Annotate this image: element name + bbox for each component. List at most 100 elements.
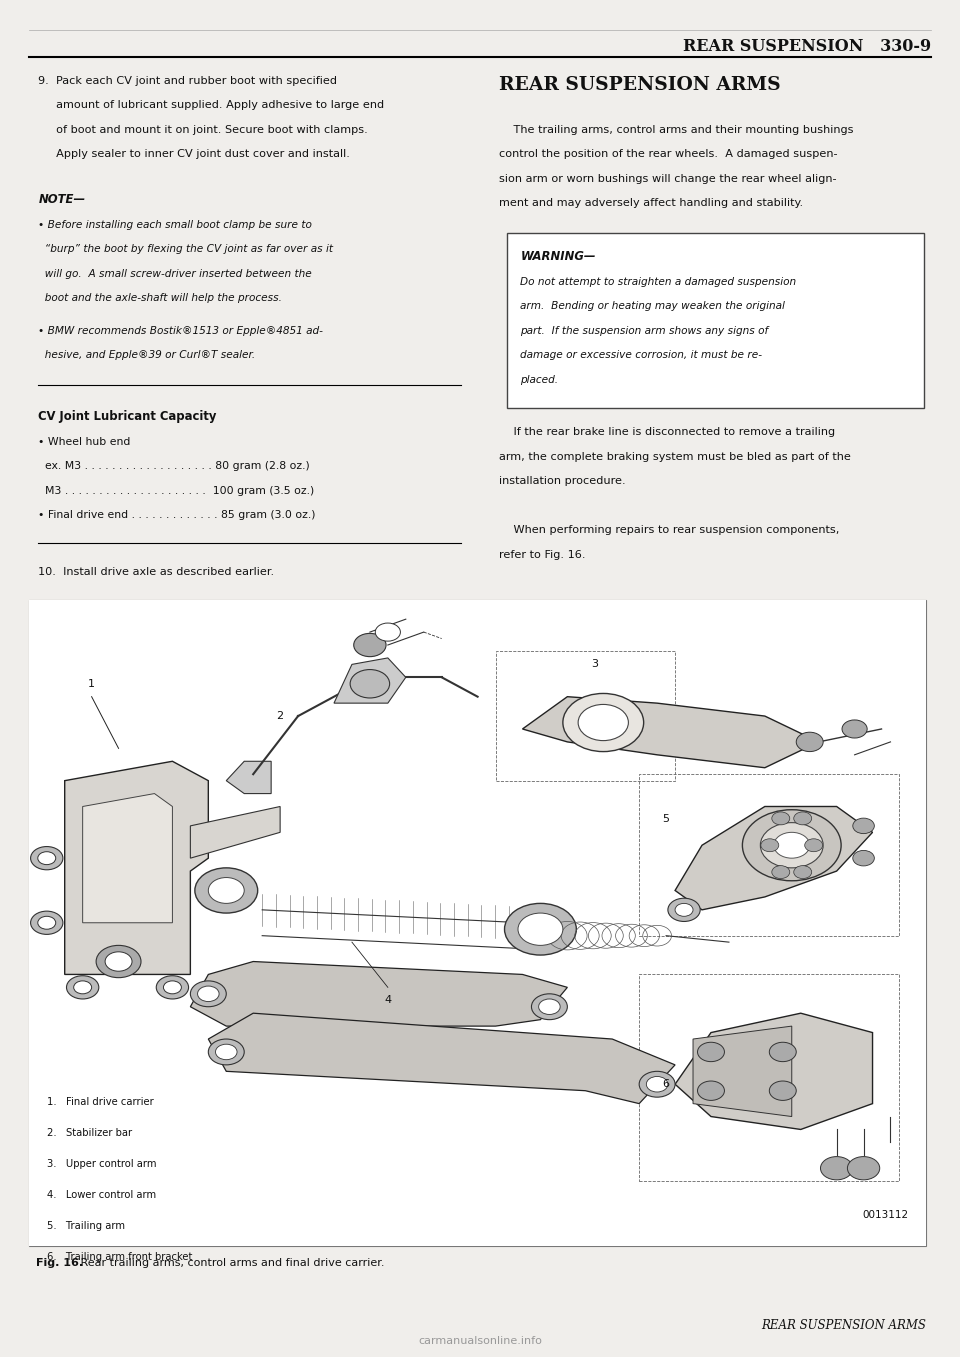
Ellipse shape (761, 839, 779, 852)
Text: 6.   Trailing arm front bracket: 6. Trailing arm front bracket (47, 1253, 192, 1262)
Polygon shape (693, 1026, 792, 1117)
Ellipse shape (646, 1076, 668, 1092)
Ellipse shape (375, 623, 400, 641)
Text: 1: 1 (88, 678, 95, 689)
Ellipse shape (74, 981, 91, 993)
Text: Do not attempt to straighten a damaged suspension: Do not attempt to straighten a damaged s… (520, 277, 797, 286)
Text: sion arm or worn bushings will change the rear wheel align-: sion arm or worn bushings will change th… (499, 174, 837, 183)
Ellipse shape (769, 1082, 796, 1101)
Text: 9.  Pack each CV joint and rubber boot with specified: 9. Pack each CV joint and rubber boot wi… (38, 76, 337, 85)
Ellipse shape (66, 976, 99, 999)
Ellipse shape (821, 1156, 852, 1179)
Ellipse shape (842, 721, 867, 738)
Text: boot and the axle-shaft will help the process.: boot and the axle-shaft will help the pr… (38, 293, 282, 303)
Ellipse shape (532, 993, 567, 1019)
Text: hesive, and Epple®39 or Curl®T sealer.: hesive, and Epple®39 or Curl®T sealer. (38, 350, 255, 360)
Ellipse shape (215, 1044, 237, 1060)
Polygon shape (334, 658, 406, 703)
Ellipse shape (639, 1071, 675, 1098)
Polygon shape (675, 1014, 873, 1129)
Bar (639, 775, 900, 936)
Polygon shape (190, 806, 280, 858)
Text: REAR SUSPENSION ARMS: REAR SUSPENSION ARMS (499, 76, 780, 94)
Ellipse shape (772, 866, 790, 878)
Text: control the position of the rear wheels.  A damaged suspen-: control the position of the rear wheels.… (499, 149, 838, 159)
Ellipse shape (774, 832, 809, 858)
Text: 2: 2 (276, 711, 284, 721)
Text: Fig. 16.: Fig. 16. (36, 1258, 84, 1267)
Ellipse shape (105, 951, 132, 972)
Polygon shape (675, 806, 873, 909)
Text: 3.   Upper control arm: 3. Upper control arm (47, 1159, 156, 1170)
Text: When performing repairs to rear suspension components,: When performing repairs to rear suspensi… (499, 525, 840, 535)
Text: 2.   Stabilizer bar: 2. Stabilizer bar (47, 1128, 132, 1139)
Ellipse shape (804, 839, 823, 852)
Text: installation procedure.: installation procedure. (499, 476, 626, 486)
Polygon shape (227, 761, 271, 794)
Text: 5.   Trailing arm: 5. Trailing arm (47, 1221, 125, 1231)
Text: CV Joint Lubricant Capacity: CV Joint Lubricant Capacity (38, 410, 217, 423)
Text: ment and may adversely affect handling and stability.: ment and may adversely affect handling a… (499, 198, 804, 208)
Ellipse shape (796, 733, 823, 752)
Ellipse shape (698, 1082, 725, 1101)
Polygon shape (208, 1014, 675, 1103)
Ellipse shape (31, 911, 63, 935)
Text: • Before installing each small boot clamp be sure to: • Before installing each small boot clam… (38, 220, 312, 229)
Ellipse shape (668, 898, 700, 921)
Ellipse shape (852, 818, 875, 833)
Ellipse shape (163, 981, 181, 993)
Text: • BMW recommends Bostik®1513 or Epple®4851 ad-: • BMW recommends Bostik®1513 or Epple®48… (38, 326, 324, 335)
Ellipse shape (698, 1042, 725, 1061)
Ellipse shape (760, 822, 823, 868)
Text: will go.  A small screw-driver inserted between the: will go. A small screw-driver inserted b… (38, 269, 312, 278)
Text: arm, the complete braking system must be bled as part of the: arm, the complete braking system must be… (499, 452, 852, 461)
Text: Rear trailing arms, control arms and final drive carrier.: Rear trailing arms, control arms and fin… (77, 1258, 384, 1267)
Ellipse shape (848, 1156, 879, 1179)
Text: REAR SUSPENSION ARMS: REAR SUSPENSION ARMS (761, 1319, 926, 1333)
Text: WARNING—: WARNING— (520, 250, 596, 263)
Polygon shape (64, 761, 208, 974)
Text: 4: 4 (384, 995, 392, 1006)
Ellipse shape (195, 868, 257, 913)
Text: 3: 3 (590, 660, 598, 669)
Polygon shape (522, 696, 819, 768)
Text: amount of lubricant supplied. Apply adhesive to large end: amount of lubricant supplied. Apply adhe… (38, 100, 385, 110)
Ellipse shape (37, 916, 56, 930)
Ellipse shape (772, 811, 790, 825)
Ellipse shape (769, 1042, 796, 1061)
Polygon shape (190, 962, 567, 1026)
Text: The trailing arms, control arms and their mounting bushings: The trailing arms, control arms and thei… (499, 125, 853, 134)
Ellipse shape (31, 847, 63, 870)
Ellipse shape (350, 669, 390, 697)
Ellipse shape (505, 904, 576, 955)
Text: ex. M3 . . . . . . . . . . . . . . . . . . . 80 gram (2.8 oz.): ex. M3 . . . . . . . . . . . . . . . . .… (38, 461, 310, 471)
Ellipse shape (353, 634, 386, 657)
Bar (29, 600, 926, 1246)
Text: “burp” the boot by flexing the CV joint as far over as it: “burp” the boot by flexing the CV joint … (38, 244, 333, 254)
Text: Apply sealer to inner CV joint dust cover and install.: Apply sealer to inner CV joint dust cove… (38, 149, 350, 159)
Text: of boot and mount it on joint. Secure boot with clamps.: of boot and mount it on joint. Secure bo… (38, 125, 368, 134)
Text: • Wheel hub end: • Wheel hub end (38, 437, 131, 446)
FancyBboxPatch shape (507, 233, 924, 408)
Ellipse shape (156, 976, 188, 999)
Ellipse shape (852, 851, 875, 866)
Text: 0013112: 0013112 (862, 1210, 908, 1220)
Ellipse shape (794, 811, 812, 825)
Polygon shape (83, 794, 173, 923)
Text: 6: 6 (662, 1079, 669, 1090)
Ellipse shape (208, 878, 244, 904)
Text: 4.   Lower control arm: 4. Lower control arm (47, 1190, 156, 1200)
Ellipse shape (37, 852, 56, 864)
Text: 10.  Install drive axle as described earlier.: 10. Install drive axle as described earl… (38, 567, 275, 577)
Ellipse shape (208, 1039, 244, 1065)
Text: If the rear brake line is disconnected to remove a trailing: If the rear brake line is disconnected t… (499, 427, 835, 437)
Text: arm.  Bending or heating may weaken the original: arm. Bending or heating may weaken the o… (520, 301, 785, 311)
Text: placed.: placed. (520, 375, 559, 384)
Ellipse shape (96, 946, 141, 977)
Text: 1.   Final drive carrier: 1. Final drive carrier (47, 1098, 154, 1107)
Text: refer to Fig. 16.: refer to Fig. 16. (499, 550, 586, 559)
Bar (29, 600, 926, 1246)
Ellipse shape (675, 904, 693, 916)
Ellipse shape (794, 866, 812, 878)
Text: • Final drive end . . . . . . . . . . . . . 85 gram (3.0 oz.): • Final drive end . . . . . . . . . . . … (38, 510, 316, 520)
